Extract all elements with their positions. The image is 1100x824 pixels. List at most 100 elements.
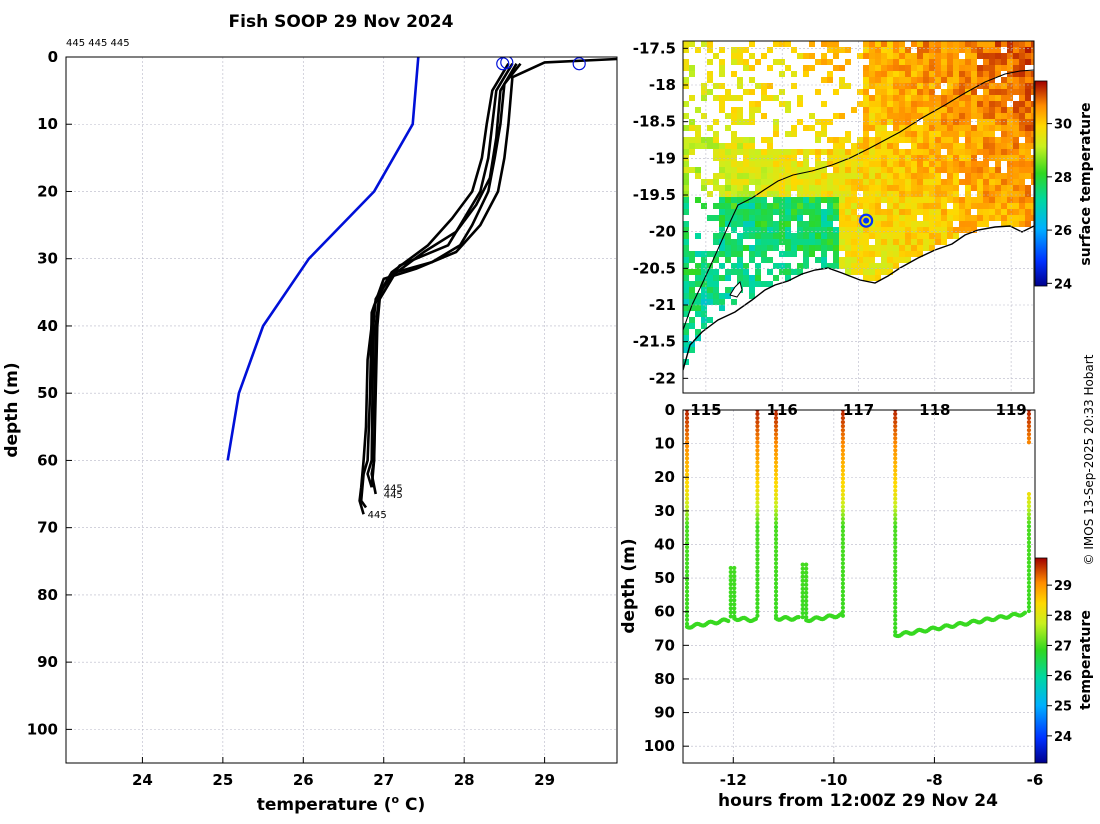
map-cell (833, 47, 839, 53)
section-point (773, 605, 779, 610)
map-cell (893, 89, 899, 95)
map-cell (947, 101, 953, 107)
map-cell (875, 95, 881, 101)
map-cell (683, 59, 689, 65)
map-cell (899, 251, 905, 257)
section-point (684, 545, 690, 550)
map-cell (1025, 77, 1031, 83)
section-point (893, 480, 898, 485)
map-cell (989, 71, 995, 77)
section-point (726, 618, 731, 624)
map-cell (893, 239, 899, 245)
map-cell (695, 143, 701, 149)
section-y-tick-label: 80 (654, 670, 675, 688)
map-cell (731, 137, 737, 143)
map-cell (971, 77, 977, 83)
map-cell (983, 179, 989, 185)
map-cell (833, 185, 839, 191)
map-cell (827, 209, 833, 215)
map-cell (1007, 215, 1013, 221)
map-cell (983, 113, 989, 119)
section-point (840, 500, 846, 505)
section-point (773, 569, 779, 574)
map-cell (779, 233, 785, 239)
map-cell (761, 113, 767, 119)
map-cell (695, 137, 701, 143)
map-cell (947, 77, 953, 83)
map-cell (887, 239, 893, 245)
map-y-tick-label: -18 (649, 76, 676, 94)
map-cell (869, 227, 875, 233)
map-cell (995, 197, 1001, 203)
map-cell (1013, 53, 1019, 59)
map-cell (695, 281, 701, 287)
map-cell (761, 155, 767, 161)
map-cell (683, 179, 689, 185)
map-cell (809, 149, 815, 155)
section-point (1026, 440, 1032, 445)
map-cell (917, 173, 923, 179)
profile-y-tick-label: 0 (48, 48, 58, 66)
map-cell (983, 167, 989, 173)
map-cell (947, 209, 953, 215)
map-cell (773, 59, 779, 65)
map-cell (995, 185, 1001, 191)
map-cell (971, 95, 977, 101)
map-cell (989, 191, 995, 197)
map-cell (755, 239, 761, 245)
section-y-tick-label: 70 (654, 636, 675, 654)
map-cell (977, 215, 983, 221)
map-cell (731, 263, 737, 269)
map-cell (953, 209, 959, 215)
map-cell (935, 71, 941, 77)
map-cell (785, 239, 791, 245)
map-cell (911, 245, 917, 251)
map-cell (815, 89, 821, 95)
map-cell (749, 197, 755, 203)
map-cell (695, 293, 701, 299)
map-cell (845, 239, 851, 245)
map-cell (773, 233, 779, 239)
map-cell (857, 257, 863, 263)
map-cell (755, 149, 761, 155)
map-cell (905, 251, 911, 257)
map-cell (791, 269, 797, 275)
map-cell (911, 209, 917, 215)
map-cell (965, 161, 971, 167)
map-cell (743, 245, 749, 251)
map-cell (743, 173, 749, 179)
map-cell (989, 47, 995, 53)
map-cell (755, 215, 761, 221)
map-cell (779, 173, 785, 179)
map-cell (827, 119, 833, 125)
section-point (755, 536, 760, 542)
map-cell (875, 251, 881, 257)
map-cell (863, 233, 869, 239)
map-cell (725, 155, 731, 161)
map-cell (731, 269, 737, 275)
map-cell (833, 65, 839, 71)
map-cell (977, 209, 983, 215)
map-cell (821, 227, 827, 233)
map-cell (737, 59, 743, 65)
map-cell (839, 77, 845, 83)
map-cell (839, 185, 845, 191)
map-cell (971, 65, 977, 71)
map-cell (929, 125, 935, 131)
map-cell (887, 71, 893, 77)
map-cell (821, 125, 827, 131)
map-cell (797, 149, 803, 155)
map-cell (791, 131, 797, 137)
map-cell (737, 209, 743, 215)
map-cell (869, 185, 875, 191)
map-cell (971, 131, 977, 137)
map-cell (881, 71, 887, 77)
map-cell (683, 257, 689, 263)
map-cell (875, 263, 881, 269)
map-cell (731, 173, 737, 179)
map-cell (881, 245, 887, 251)
map-cell (815, 185, 821, 191)
map-cell (929, 197, 935, 203)
map-cell (953, 173, 959, 179)
map-cell (935, 209, 941, 215)
